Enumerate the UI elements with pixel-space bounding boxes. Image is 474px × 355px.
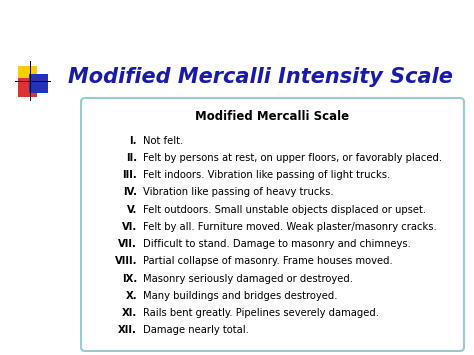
Text: III.: III. — [122, 170, 137, 180]
Text: I.: I. — [129, 136, 137, 146]
Text: II.: II. — [126, 153, 137, 163]
Text: XII.: XII. — [118, 326, 137, 335]
Text: Felt outdoors. Small unstable objects displaced or upset.: Felt outdoors. Small unstable objects di… — [143, 204, 426, 215]
Text: Partial collapse of masonry. Frame houses moved.: Partial collapse of masonry. Frame house… — [143, 256, 393, 266]
Text: Felt by persons at rest, on upper floors, or favorably placed.: Felt by persons at rest, on upper floors… — [143, 153, 442, 163]
Bar — [29, 74, 48, 93]
Text: Not felt.: Not felt. — [143, 136, 183, 146]
Text: X.: X. — [126, 291, 137, 301]
Text: VI.: VI. — [122, 222, 137, 232]
Text: Damage nearly total.: Damage nearly total. — [143, 326, 249, 335]
Text: Felt indoors. Vibration like passing of light trucks.: Felt indoors. Vibration like passing of … — [143, 170, 390, 180]
Text: Modified Mercalli Intensity Scale: Modified Mercalli Intensity Scale — [68, 67, 453, 87]
Bar — [18, 66, 36, 85]
Text: IV.: IV. — [123, 187, 137, 197]
Text: VII.: VII. — [118, 239, 137, 249]
Text: V.: V. — [127, 204, 137, 215]
Text: XI.: XI. — [122, 308, 137, 318]
Text: Vibration like passing of heavy trucks.: Vibration like passing of heavy trucks. — [143, 187, 334, 197]
Text: Felt by all. Furniture moved. Weak plaster/masonry cracks.: Felt by all. Furniture moved. Weak plast… — [143, 222, 437, 232]
Text: IX.: IX. — [122, 274, 137, 284]
Text: Modified Mercalli Scale: Modified Mercalli Scale — [195, 109, 349, 122]
Bar — [18, 78, 36, 97]
Text: VIII.: VIII. — [115, 256, 137, 266]
Text: Difficult to stand. Damage to masonry and chimneys.: Difficult to stand. Damage to masonry an… — [143, 239, 411, 249]
Text: Rails bent greatly. Pipelines severely damaged.: Rails bent greatly. Pipelines severely d… — [143, 308, 379, 318]
Text: Masonry seriously damaged or destroyed.: Masonry seriously damaged or destroyed. — [143, 274, 353, 284]
FancyBboxPatch shape — [81, 98, 464, 351]
Text: Many buildings and bridges destroyed.: Many buildings and bridges destroyed. — [143, 291, 337, 301]
